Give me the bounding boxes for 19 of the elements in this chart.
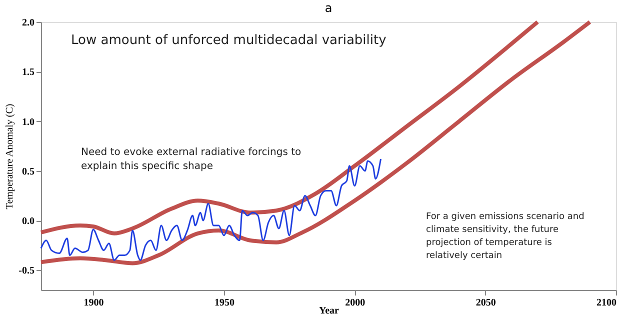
x-axis-title: Year	[319, 306, 340, 316]
x-tick-label: 1900	[84, 298, 104, 308]
x-tick-label: 1950	[214, 298, 234, 308]
x-tick-label: 2100	[596, 298, 616, 308]
y-tick-label: 2.0	[22, 18, 34, 28]
y-tick-label: -0.5	[18, 266, 34, 277]
y-tick-label: 1.5	[22, 67, 34, 78]
annotation: For a given emissions scenario and climate sensitivity, the future projection of temperature is relatively certain	[426, 212, 584, 261]
x-tick-label: 2000	[345, 298, 366, 308]
x-tick-label: 2050	[476, 298, 496, 308]
y-tick-label: 1.0	[22, 116, 34, 128]
y-axis-title: Temperature Anomaly (C)	[4, 104, 16, 210]
y-tick-label: 0.0	[22, 216, 34, 228]
line-series	[40, 158, 382, 261]
line-series	[39, 20, 592, 266]
y-tick-label: 0.5	[22, 166, 34, 178]
annotation: Need to evoke external radiative forcings to explain this specific shape	[81, 147, 302, 172]
annotation: Low amount of unforced multidecadal variability	[71, 33, 387, 48]
chart-title: a	[324, 1, 332, 15]
